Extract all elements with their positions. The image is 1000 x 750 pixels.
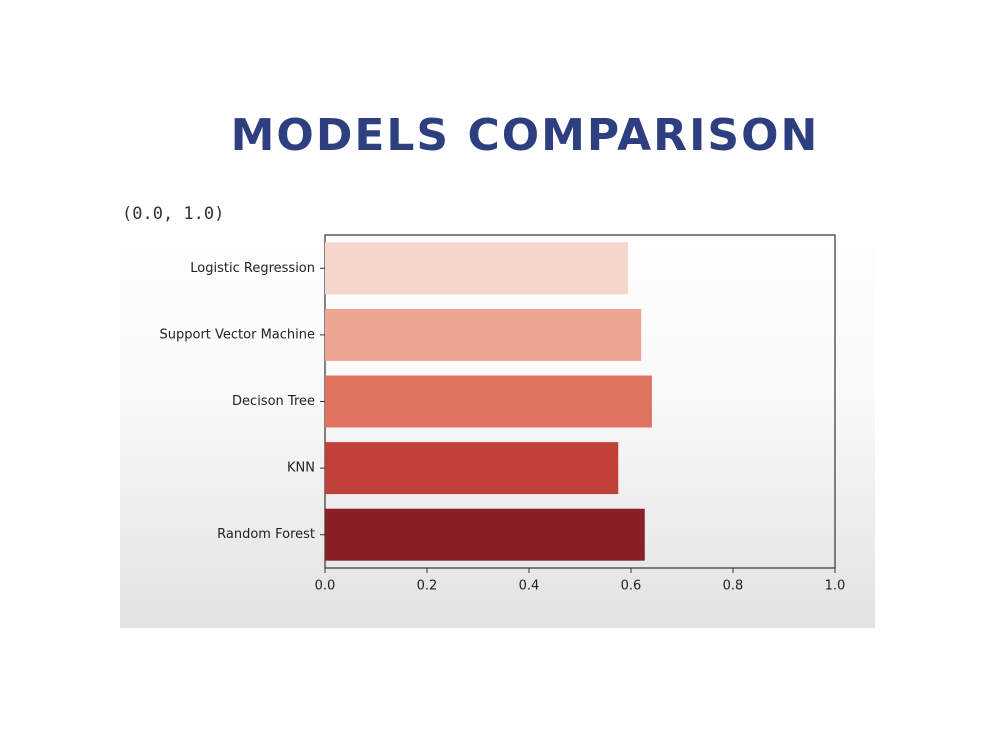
- x-tick-label: 0.2: [417, 579, 438, 594]
- x-tick-label: 0.0: [315, 579, 336, 594]
- y-tick-label: Support Vector Machine: [160, 327, 316, 342]
- annotation: (0.0, 1.0): [122, 204, 224, 224]
- x-tick-label: 0.6: [621, 579, 642, 594]
- bar: [325, 242, 628, 295]
- title: MODELS COMPARISON: [231, 110, 820, 161]
- y-tick-label: Decison Tree: [232, 394, 315, 409]
- y-tick-label: Random Forest: [217, 527, 315, 542]
- x-tick-label: 0.8: [723, 579, 744, 594]
- x-tick-label: 1.0: [825, 579, 846, 594]
- y-tick-label: KNN: [287, 461, 315, 476]
- bar: [325, 508, 645, 561]
- bar: [325, 442, 619, 495]
- bar: [325, 375, 652, 428]
- x-tick-label: 0.4: [519, 579, 540, 594]
- bar: [325, 308, 642, 361]
- y-tick-label: Logistic Regression: [190, 261, 315, 276]
